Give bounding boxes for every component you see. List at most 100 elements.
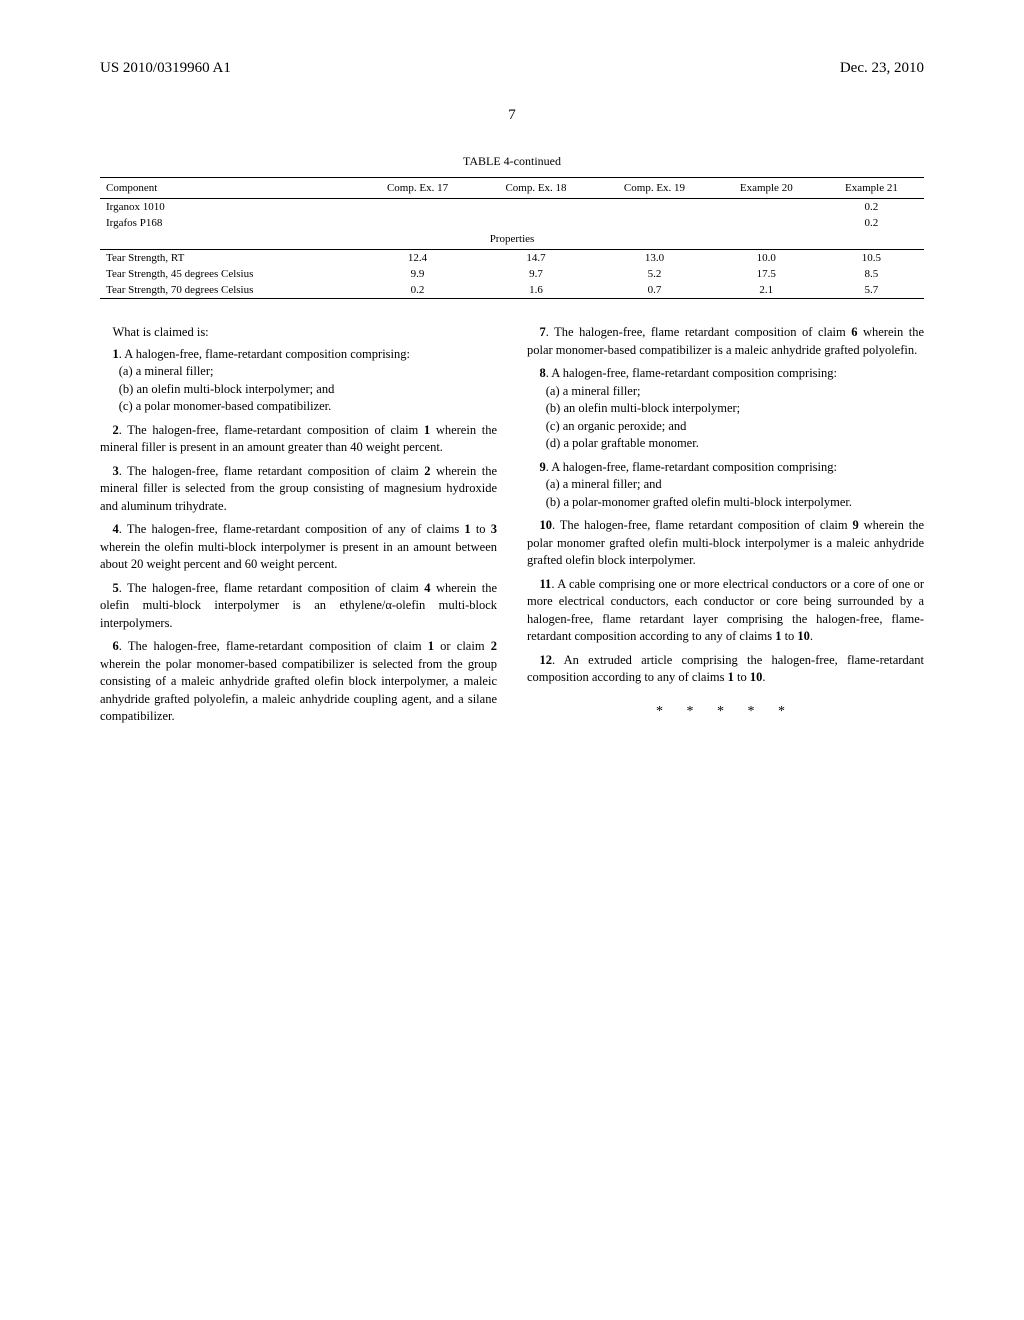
claim-intro: What is claimed is: — [100, 324, 497, 342]
cell: 9.7 — [477, 266, 595, 282]
claim-sub: (b) an olefin multi-block interpolymer; — [527, 400, 924, 418]
claim-9: 9. A halogen-free, flame-retardant compo… — [527, 459, 924, 512]
cell: 10.0 — [714, 250, 819, 267]
claim-text: . The halogen-free, flame retardant comp… — [552, 518, 852, 532]
claim-ref: 2 — [491, 639, 497, 653]
right-column: 7. The halogen-free, flame retardant com… — [527, 324, 924, 732]
claim-5: 5. The halogen-free, flame retardant com… — [100, 580, 497, 633]
claim-7: 7. The halogen-free, flame retardant com… — [527, 324, 924, 359]
claim-ref: 3 — [491, 522, 497, 536]
cell: 1.6 — [477, 282, 595, 299]
row-label: Tear Strength, 45 degrees Celsius — [100, 266, 358, 282]
claim-11: 11. A cable comprising one or more elect… — [527, 576, 924, 646]
claim-number: 11 — [540, 577, 552, 591]
claim-sub: (d) a polar graftable monomer. — [527, 435, 924, 453]
claim-4: 4. The halogen-free, flame-retardant com… — [100, 521, 497, 574]
claim-text: to — [471, 522, 491, 536]
cell: 2.1 — [714, 282, 819, 299]
claim-number: 12 — [540, 653, 553, 667]
claim-text: . The halogen-free, flame retardant comp… — [119, 464, 424, 478]
claim-text: . The halogen-free, flame-retardant comp… — [119, 423, 424, 437]
claim-text: . A halogen-free, flame-retardant compos… — [119, 347, 410, 361]
page-number: 7 — [100, 107, 924, 124]
claim-text: . A cable comprising one or more electri… — [527, 577, 924, 644]
row-label: Tear Strength, RT — [100, 250, 358, 267]
claim-3: 3. The halogen-free, flame retardant com… — [100, 463, 497, 516]
table-row: Tear Strength, 45 degrees Celsius 9.9 9.… — [100, 266, 924, 282]
left-column: What is claimed is: 1. A halogen-free, f… — [100, 324, 497, 732]
table-row: Tear Strength, RT 12.4 14.7 13.0 10.0 10… — [100, 250, 924, 267]
claim-text: . — [762, 670, 765, 684]
cell: 0.2 — [819, 199, 924, 216]
cell — [477, 199, 595, 216]
data-table: Component Comp. Ex. 17 Comp. Ex. 18 Comp… — [100, 177, 924, 299]
claim-number: 10 — [540, 518, 553, 532]
cell: 0.2 — [358, 282, 476, 299]
col-header: Comp. Ex. 19 — [595, 178, 713, 199]
cell — [714, 215, 819, 231]
claim-text: . An extruded article comprising the hal… — [527, 653, 924, 685]
cell — [358, 199, 476, 216]
col-header: Comp. Ex. 17 — [358, 178, 476, 199]
cell: 0.2 — [819, 215, 924, 231]
claim-1: 1. A halogen-free, flame-retardant compo… — [100, 346, 497, 416]
cell: 12.4 — [358, 250, 476, 267]
claim-text: . — [810, 629, 813, 643]
row-label: Irganox 1010 — [100, 199, 358, 216]
cell: 8.5 — [819, 266, 924, 282]
claim-text: . The halogen-free, flame retardant comp… — [546, 325, 851, 339]
pub-number: US 2010/0319960 A1 — [100, 60, 231, 77]
cell — [595, 215, 713, 231]
cell: 14.7 — [477, 250, 595, 267]
row-label: Tear Strength, 70 degrees Celsius — [100, 282, 358, 299]
claim-10: 10. The halogen-free, flame retardant co… — [527, 517, 924, 570]
claim-6: 6. The halogen-free, flame-retardant com… — [100, 638, 497, 726]
table-title: TABLE 4-continued — [100, 154, 924, 169]
end-marks: * * * * * — [527, 702, 924, 722]
claim-text: to — [734, 670, 750, 684]
claim-text: wherein the polar monomer-based compatib… — [100, 657, 497, 724]
cell — [358, 215, 476, 231]
cell: 9.9 — [358, 266, 476, 282]
cell: 10.5 — [819, 250, 924, 267]
claim-text: . The halogen-free, flame retardant comp… — [119, 581, 424, 595]
cell — [477, 215, 595, 231]
claim-2: 2. The halogen-free, flame-retardant com… — [100, 422, 497, 457]
pub-date: Dec. 23, 2010 — [840, 60, 924, 77]
col-header: Comp. Ex. 18 — [477, 178, 595, 199]
cell — [714, 199, 819, 216]
claim-sub: (c) a polar monomer-based compatibilizer… — [100, 398, 497, 416]
claim-text: wherein the olefin multi-block interpoly… — [100, 540, 497, 572]
claim-ref: 10 — [750, 670, 763, 684]
claim-8: 8. A halogen-free, flame-retardant compo… — [527, 365, 924, 453]
claim-sub: (a) a mineral filler; — [100, 363, 497, 381]
claim-text: . The halogen-free, flame-retardant comp… — [119, 522, 465, 536]
col-header: Example 21 — [819, 178, 924, 199]
claim-text: to — [781, 629, 797, 643]
claim-sub: (a) a mineral filler; and — [527, 476, 924, 494]
claim-text: or claim — [434, 639, 491, 653]
claim-text: . A halogen-free, flame-retardant compos… — [546, 460, 837, 474]
claim-sub: (b) an olefin multi-block interpolymer; … — [100, 381, 497, 399]
claim-sub: (a) a mineral filler; — [527, 383, 924, 401]
table-row: Irgafos P168 0.2 — [100, 215, 924, 231]
section-label: Properties — [100, 231, 924, 250]
claim-sub: (c) an organic peroxide; and — [527, 418, 924, 436]
claim-text: . The halogen-free, flame-retardant comp… — [119, 639, 428, 653]
cell: 5.7 — [819, 282, 924, 299]
cell: 0.7 — [595, 282, 713, 299]
cell — [595, 199, 713, 216]
claim-text: . A halogen-free, flame-retardant compos… — [546, 366, 837, 380]
table-row: Tear Strength, 70 degrees Celsius 0.2 1.… — [100, 282, 924, 299]
cell: 17.5 — [714, 266, 819, 282]
claim-ref: 10 — [797, 629, 810, 643]
col-header: Example 20 — [714, 178, 819, 199]
section-label-row: Properties — [100, 231, 924, 250]
claim-sub: (b) a polar-monomer grafted olefin multi… — [527, 494, 924, 512]
claim-12: 12. An extruded article comprising the h… — [527, 652, 924, 687]
row-label: Irgafos P168 — [100, 215, 358, 231]
col-header: Component — [100, 178, 358, 199]
table-row: Irganox 1010 0.2 — [100, 199, 924, 216]
cell: 13.0 — [595, 250, 713, 267]
cell: 5.2 — [595, 266, 713, 282]
